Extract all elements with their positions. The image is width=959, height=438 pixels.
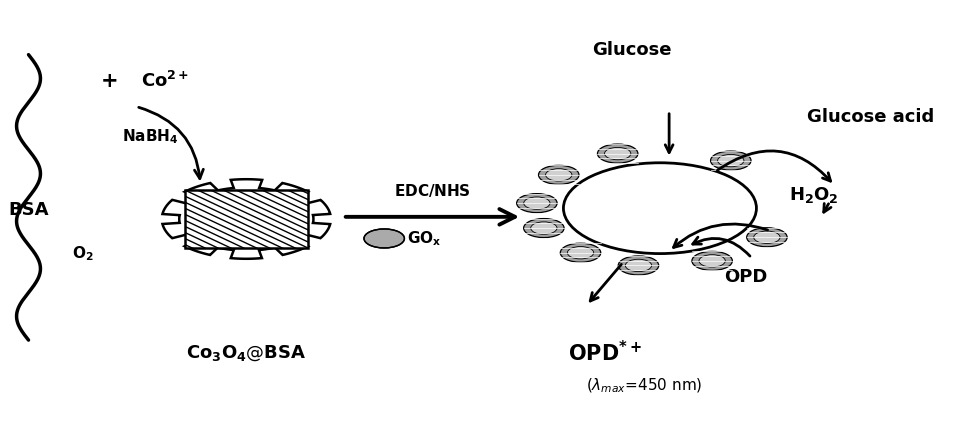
- Text: ($\lambda_{max}$=450 nm): ($\lambda_{max}$=450 nm): [586, 376, 703, 395]
- Text: $\mathbf{Co^{2+}}$: $\mathbf{Co^{2+}}$: [141, 71, 189, 91]
- FancyArrowPatch shape: [666, 114, 673, 152]
- Circle shape: [699, 254, 725, 267]
- Circle shape: [619, 256, 659, 275]
- Text: $\mathbf{O_2}$: $\mathbf{O_2}$: [72, 244, 93, 263]
- Text: Glucose acid: Glucose acid: [807, 108, 934, 127]
- Text: $\mathbf{+}$: $\mathbf{+}$: [100, 71, 117, 91]
- FancyArrowPatch shape: [824, 204, 831, 212]
- Circle shape: [560, 243, 600, 262]
- Circle shape: [597, 144, 638, 163]
- Text: $\mathbf{EDC/NHS}$: $\mathbf{EDC/NHS}$: [393, 182, 471, 199]
- Text: OPD: OPD: [724, 268, 767, 286]
- Circle shape: [524, 197, 550, 209]
- Circle shape: [691, 251, 733, 270]
- Circle shape: [364, 229, 405, 248]
- Circle shape: [539, 165, 579, 184]
- Circle shape: [546, 169, 572, 181]
- Polygon shape: [185, 190, 308, 248]
- Text: BSA: BSA: [9, 201, 49, 219]
- Circle shape: [568, 247, 594, 259]
- Circle shape: [524, 219, 564, 237]
- FancyArrowPatch shape: [673, 224, 767, 247]
- Circle shape: [564, 163, 757, 254]
- Text: $\mathbf{Co_3O_4}$$\mathit{@}$$\mathbf{BSA}$: $\mathbf{Co_3O_4}$$\mathit{@}$$\mathbf{B…: [186, 343, 307, 363]
- Text: $\mathbf{NaBH_4}$: $\mathbf{NaBH_4}$: [122, 127, 178, 146]
- Polygon shape: [162, 179, 330, 259]
- Text: $\mathbf{GO_x}$: $\mathbf{GO_x}$: [408, 229, 441, 248]
- Text: $\mathbf{H_2O_2}$: $\mathbf{H_2O_2}$: [788, 185, 838, 205]
- Circle shape: [754, 231, 780, 244]
- FancyArrowPatch shape: [590, 265, 621, 301]
- Circle shape: [625, 259, 651, 272]
- Circle shape: [747, 228, 787, 247]
- Circle shape: [604, 148, 631, 160]
- FancyArrowPatch shape: [139, 107, 203, 179]
- Text: Glucose: Glucose: [593, 41, 672, 59]
- Text: $\mathbf{OPD^{*+}}$: $\mathbf{OPD^{*+}}$: [568, 340, 642, 366]
- Circle shape: [711, 151, 751, 170]
- FancyArrowPatch shape: [692, 237, 750, 256]
- FancyArrowPatch shape: [345, 209, 515, 225]
- Circle shape: [717, 155, 744, 167]
- Circle shape: [517, 194, 557, 212]
- Circle shape: [530, 222, 557, 234]
- FancyArrowPatch shape: [717, 151, 830, 181]
